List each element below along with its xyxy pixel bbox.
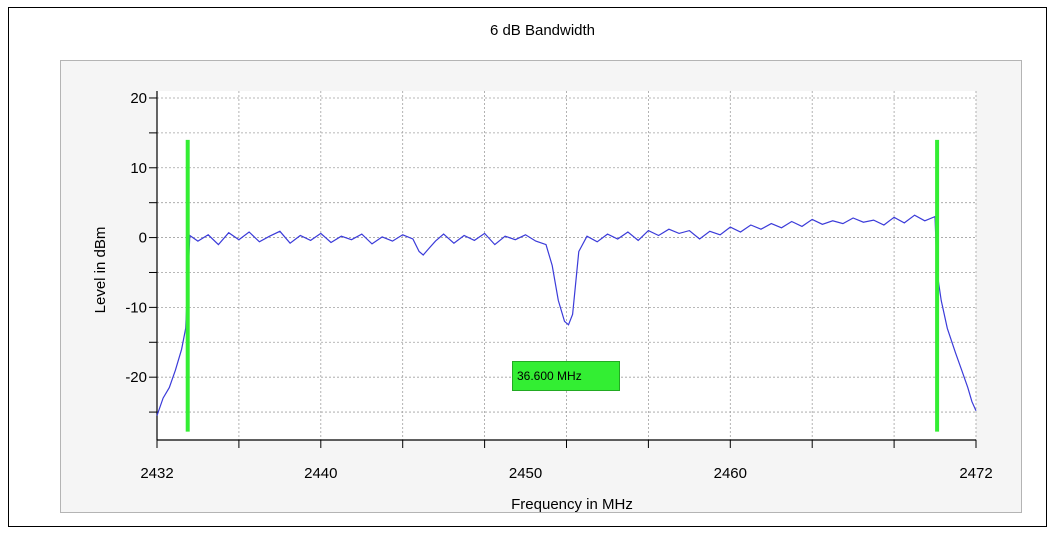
x-tick-label: 2432 <box>140 465 173 482</box>
bandwidth-markers <box>185 139 940 432</box>
level-trace <box>156 214 977 416</box>
y-tick-label: 10 <box>130 160 147 177</box>
chart-title: 6 dB Bandwidth <box>489 22 596 39</box>
bandwidth-label: 36.600 MHz <box>512 361 620 391</box>
tick-labels: 2432 2440 2450 2460 2472 20 10 0 -10 -20 <box>125 90 992 482</box>
y-tick-label: 0 <box>139 230 147 247</box>
x-tick-label: 2472 <box>959 465 992 482</box>
y-axis-label: Level in dBm <box>92 227 109 314</box>
y-tick-label: -20 <box>125 369 147 386</box>
x-tick-label: 2450 <box>509 465 542 482</box>
x-tick-label: 2460 <box>714 465 747 482</box>
y-tick-label: 20 <box>130 90 147 107</box>
x-axis-label: Frequency in MHz <box>511 496 633 513</box>
axes <box>149 91 977 448</box>
x-tick-label: 2440 <box>304 465 337 482</box>
y-tick-label: -10 <box>125 299 147 316</box>
